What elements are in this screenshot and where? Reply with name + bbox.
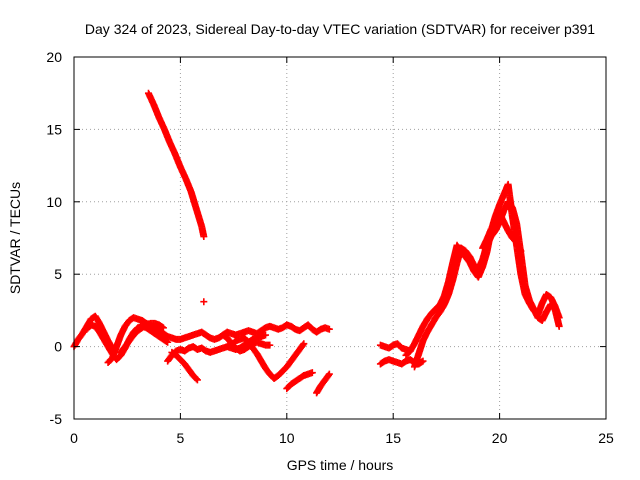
series-track-4 bbox=[117, 319, 167, 356]
y-tick-label: -5 bbox=[50, 411, 63, 427]
y-tick-label: 20 bbox=[46, 49, 62, 65]
x-tick-label: 25 bbox=[598, 430, 614, 446]
x-tick-label: 15 bbox=[385, 430, 401, 446]
chart-title: Day 324 of 2023, Sidereal Day-to-day VTE… bbox=[85, 21, 595, 37]
data-point bbox=[325, 325, 333, 333]
data-point bbox=[308, 369, 316, 377]
data-point bbox=[299, 341, 307, 349]
series-track-9 bbox=[283, 369, 316, 393]
plot-frame bbox=[73, 56, 607, 420]
data-point bbox=[266, 341, 274, 349]
data-point bbox=[262, 331, 270, 339]
x-tick-label: 20 bbox=[492, 430, 508, 446]
data-point bbox=[159, 324, 167, 332]
y-tick-label: 0 bbox=[54, 339, 62, 355]
data-point bbox=[200, 298, 208, 306]
x-tick-label: 5 bbox=[177, 430, 185, 446]
data-series bbox=[70, 89, 563, 397]
x-tick-label: 0 bbox=[70, 430, 78, 446]
y-axis-label: SDTVAR / TECUs bbox=[7, 182, 23, 294]
axis-ticks bbox=[73, 56, 607, 420]
series-track-17 bbox=[479, 209, 525, 255]
y-tick-label: 15 bbox=[46, 121, 62, 137]
tick-labels: 0 5 10 15 20 25 -5 0 5 10 15 20 bbox=[46, 49, 614, 446]
data-point bbox=[555, 322, 563, 330]
data-point bbox=[200, 233, 208, 241]
data-point bbox=[164, 338, 172, 346]
data-point bbox=[325, 371, 333, 379]
y-tick-label: 10 bbox=[46, 194, 62, 210]
x-axis-label: GPS time / hours bbox=[287, 457, 394, 473]
data-point bbox=[517, 247, 525, 255]
data-point bbox=[300, 340, 308, 348]
y-tick-label: 5 bbox=[54, 266, 62, 282]
data-point bbox=[419, 357, 427, 365]
data-point bbox=[325, 370, 333, 378]
x-tick-label: 10 bbox=[279, 430, 295, 446]
series-track-11 bbox=[144, 89, 208, 241]
data-point bbox=[192, 375, 200, 383]
data-point bbox=[193, 376, 201, 384]
series-track-8 bbox=[219, 331, 274, 355]
series-track-12 bbox=[200, 298, 208, 306]
series-track-6 bbox=[168, 348, 201, 384]
series-track-10 bbox=[313, 370, 333, 397]
